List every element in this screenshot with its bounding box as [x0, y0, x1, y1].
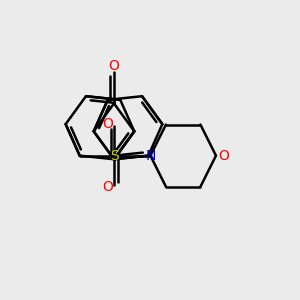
Text: S: S [110, 148, 118, 163]
Text: O: O [218, 148, 229, 163]
Text: O: O [102, 117, 113, 131]
Text: O: O [102, 180, 113, 194]
Text: N: N [145, 148, 156, 163]
Text: O: O [109, 59, 119, 74]
